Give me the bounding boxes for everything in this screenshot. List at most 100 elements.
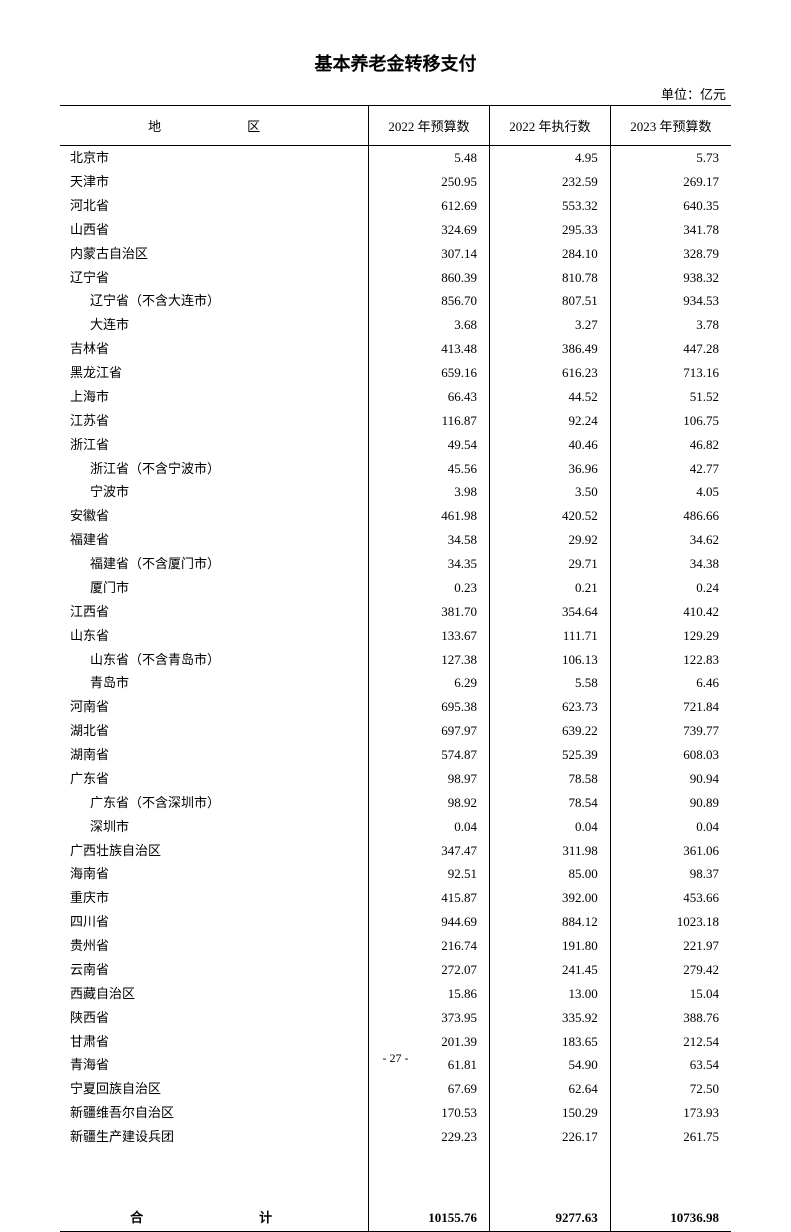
value-cell: 34.38: [610, 552, 731, 576]
value-cell: 453.66: [610, 886, 731, 910]
table-row: 安徽省461.98420.52486.66: [60, 504, 731, 528]
table-row: 深圳市0.040.040.04: [60, 815, 731, 839]
header-col1: 2022 年预算数: [369, 106, 490, 146]
value-cell: 0.04: [369, 815, 490, 839]
value-cell: 229.23: [369, 1125, 490, 1149]
value-cell: 461.98: [369, 504, 490, 528]
value-cell: 98.97: [369, 767, 490, 791]
table-row: 河南省695.38623.73721.84: [60, 695, 731, 719]
value-cell: 34.62: [610, 528, 731, 552]
region-cell: 宁夏回族自治区: [60, 1077, 369, 1101]
region-cell: 内蒙古自治区: [60, 242, 369, 266]
value-cell: 525.39: [489, 743, 610, 767]
table-row: 甘肃省201.39183.65212.54: [60, 1029, 731, 1053]
region-cell: 贵州省: [60, 934, 369, 958]
value-cell: 241.45: [489, 958, 610, 982]
region-cell: 浙江省: [60, 433, 369, 457]
value-cell: 66.43: [369, 385, 490, 409]
table-row: 浙江省（不含宁波市）45.5636.9642.77: [60, 456, 731, 480]
value-cell: 420.52: [489, 504, 610, 528]
value-cell: 232.59: [489, 170, 610, 194]
value-cell: 78.54: [489, 791, 610, 815]
region-cell: 河北省: [60, 194, 369, 218]
value-cell: 191.80: [489, 934, 610, 958]
value-cell: 78.58: [489, 767, 610, 791]
value-cell: 216.74: [369, 934, 490, 958]
table-row: 山西省324.69295.33341.78: [60, 218, 731, 242]
region-cell: 江西省: [60, 600, 369, 624]
value-cell: 3.68: [369, 313, 490, 337]
value-cell: 90.89: [610, 791, 731, 815]
table-row: 青岛市6.295.586.46: [60, 671, 731, 695]
region-cell: 辽宁省（不含大连市）: [60, 289, 369, 313]
region-cell: 山西省: [60, 218, 369, 242]
value-cell: 341.78: [610, 218, 731, 242]
value-cell: 311.98: [489, 838, 610, 862]
region-cell: 陕西省: [60, 1006, 369, 1030]
value-cell: 72.50: [610, 1077, 731, 1101]
value-cell: 807.51: [489, 289, 610, 313]
region-cell: 辽宁省: [60, 265, 369, 289]
region-cell: 湖南省: [60, 743, 369, 767]
table-row: 天津市250.95232.59269.17: [60, 170, 731, 194]
table-row: 陕西省373.95335.92388.76: [60, 1006, 731, 1030]
value-cell: 810.78: [489, 265, 610, 289]
value-cell: 29.92: [489, 528, 610, 552]
value-cell: 486.66: [610, 504, 731, 528]
value-cell: 42.77: [610, 456, 731, 480]
value-cell: 133.67: [369, 624, 490, 648]
header-col3: 2023 年预算数: [610, 106, 731, 146]
region-cell: 湖北省: [60, 719, 369, 743]
value-cell: 90.94: [610, 767, 731, 791]
value-cell: 111.71: [489, 624, 610, 648]
table-row: 新疆生产建设兵团229.23226.17261.75: [60, 1125, 731, 1149]
value-cell: 0.21: [489, 576, 610, 600]
region-cell: 四川省: [60, 910, 369, 934]
region-cell: 福建省: [60, 528, 369, 552]
value-cell: 354.64: [489, 600, 610, 624]
table-row: 江苏省116.8792.24106.75: [60, 409, 731, 433]
table-row: 辽宁省（不含大连市）856.70807.51934.53: [60, 289, 731, 313]
value-cell: 122.83: [610, 647, 731, 671]
table-row: 大连市3.683.273.78: [60, 313, 731, 337]
total-value: 10736.98: [610, 1204, 731, 1232]
table-row: 北京市5.484.955.73: [60, 146, 731, 170]
region-cell: 福建省（不含厦门市）: [60, 552, 369, 576]
value-cell: 46.82: [610, 433, 731, 457]
table-row: 浙江省49.5440.4646.82: [60, 433, 731, 457]
table-row: 山东省133.67111.71129.29: [60, 624, 731, 648]
region-cell: 重庆市: [60, 886, 369, 910]
value-cell: 695.38: [369, 695, 490, 719]
value-cell: 201.39: [369, 1029, 490, 1053]
table-row: 广东省（不含深圳市）98.9278.5490.89: [60, 791, 731, 815]
total-label: 合 计: [60, 1204, 369, 1232]
value-cell: 938.32: [610, 265, 731, 289]
table-row: 宁夏回族自治区67.6962.6472.50: [60, 1077, 731, 1101]
value-cell: 3.78: [610, 313, 731, 337]
value-cell: 934.53: [610, 289, 731, 313]
value-cell: 612.69: [369, 194, 490, 218]
table-row: 吉林省413.48386.49447.28: [60, 337, 731, 361]
value-cell: 98.37: [610, 862, 731, 886]
region-cell: 山东省（不含青岛市）: [60, 647, 369, 671]
value-cell: 212.54: [610, 1029, 731, 1053]
value-cell: 45.56: [369, 456, 490, 480]
table-row: 内蒙古自治区307.14284.10328.79: [60, 242, 731, 266]
value-cell: 3.27: [489, 313, 610, 337]
value-cell: 713.16: [610, 361, 731, 385]
value-cell: 85.00: [489, 862, 610, 886]
total-value: 9277.63: [489, 1204, 610, 1232]
total-row: 合 计10155.769277.6310736.98: [60, 1204, 731, 1232]
value-cell: 15.04: [610, 982, 731, 1006]
region-cell: 吉林省: [60, 337, 369, 361]
table-row: 福建省34.5829.9234.62: [60, 528, 731, 552]
value-cell: 623.73: [489, 695, 610, 719]
value-cell: 574.87: [369, 743, 490, 767]
value-cell: 284.10: [489, 242, 610, 266]
value-cell: 0.04: [610, 815, 731, 839]
table-row: 新疆维吾尔自治区170.53150.29173.93: [60, 1101, 731, 1125]
value-cell: 860.39: [369, 265, 490, 289]
table-row: 山东省（不含青岛市）127.38106.13122.83: [60, 647, 731, 671]
value-cell: 639.22: [489, 719, 610, 743]
value-cell: 250.95: [369, 170, 490, 194]
